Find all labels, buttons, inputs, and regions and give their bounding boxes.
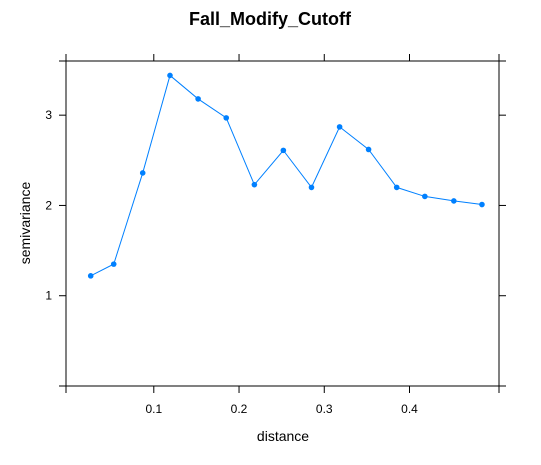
x-axis-label: distance [257,428,309,444]
data-point [280,147,287,154]
data-point [422,193,428,200]
y-tick-label: 2 [45,198,52,212]
x-tick-label: 0.1 [145,402,162,416]
data-point [479,201,485,208]
series-line [90,74,483,277]
data-point [393,184,400,191]
chart-title: Fall_Modify_Cutoff [189,9,352,29]
x-tick-label: 0.2 [231,402,248,416]
data-point [87,273,94,279]
data-point [336,124,343,130]
data-point [251,181,258,188]
y-tick-label: 3 [45,108,52,122]
data-point [139,170,146,176]
data-point [451,198,457,204]
plot-frame [65,60,500,387]
data-point [365,146,372,153]
y-tick-label: 1 [45,289,52,303]
data-point [167,72,173,79]
x-tick-label: 0.4 [401,402,418,416]
y-axis-ticks: 1 2 3 [45,60,506,387]
x-axis-ticks: 0.1 0.2 0.3 0.4 [65,54,500,416]
data-point [223,115,230,121]
data-point [195,96,201,102]
data-point [110,261,117,267]
data-series [87,72,485,279]
data-point [308,184,315,191]
x-tick-label: 0.3 [316,402,333,416]
y-axis-label: semivariance [17,182,33,265]
